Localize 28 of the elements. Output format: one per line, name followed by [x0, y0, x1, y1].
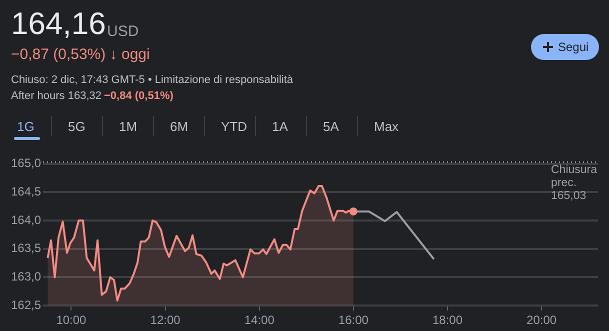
y-tick-label: 162,5 [10, 298, 42, 312]
x-tick-label: 18:00 [432, 313, 463, 328]
text: USD [107, 23, 139, 40]
text: YTD [221, 119, 247, 134]
text: Chiuso: 2 dic, 17:43 GMT-5 • Limitazione di responsabilità [11, 74, 294, 86]
text: 6M [170, 119, 188, 134]
text: 5G [68, 119, 86, 134]
text: 1A [272, 119, 288, 134]
x-tick-label: 12:00 [150, 313, 181, 328]
y-tick-label: 163,5 [10, 241, 42, 256]
text: Max [374, 119, 399, 134]
x-tick-label: 16:00 [338, 313, 369, 328]
chart-title: 164,16 [11, 6, 106, 42]
ref-line-label: Chiusura prec. 165,03 [551, 164, 598, 202]
x-tick-label: 14:00 [244, 313, 275, 328]
text: Segui [558, 40, 589, 54]
x-tick-label: 10:00 [56, 313, 87, 328]
text: −0,87 (0,53%) ↓ oggi [11, 46, 150, 63]
text: 1M [119, 119, 138, 134]
text: 5A [323, 119, 339, 134]
y-tick-label: 165,0 [10, 156, 42, 170]
x-tick-label: 20:00 [526, 313, 557, 328]
text: −0,84 (0,51%) [104, 90, 174, 102]
y-tick-label: 164,5 [10, 184, 42, 198]
text: 1G [17, 119, 34, 134]
y-tick-label: 164,0 [10, 212, 42, 227]
text: After hours 163,32 [11, 90, 102, 102]
y-tick-label: 163,0 [10, 270, 42, 284]
